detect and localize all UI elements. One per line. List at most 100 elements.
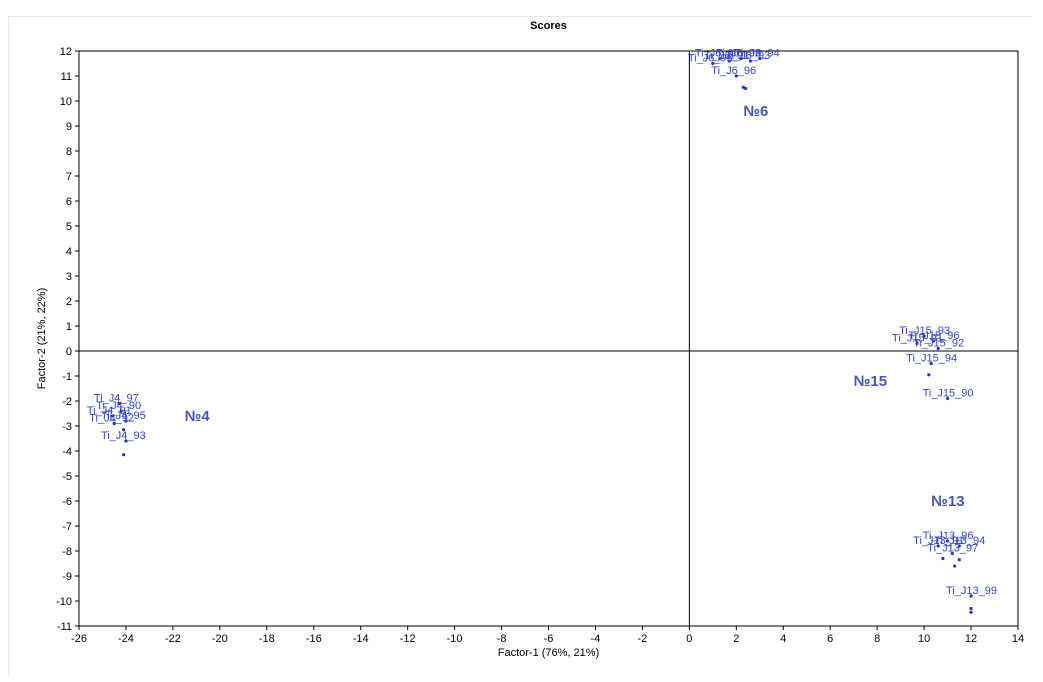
y-tick-label: -4 bbox=[62, 446, 72, 458]
score-point bbox=[119, 409, 123, 413]
point-label: Ti_J4_93 bbox=[101, 430, 146, 442]
x-tick-label: -6 bbox=[544, 633, 554, 645]
score-point bbox=[927, 373, 931, 377]
x-tick-label: -8 bbox=[497, 633, 507, 645]
scores-chart: Scores -26 -24 -22 -20 -18 -16 -14 -12 -10 -8 -6 -4… bbox=[36, 20, 1024, 659]
point-label: Ti_J4_90 bbox=[96, 400, 141, 412]
score-point bbox=[758, 56, 762, 61]
y-tick-label: -1 bbox=[62, 371, 72, 383]
x-tick-label: -12 bbox=[400, 633, 416, 645]
score-point bbox=[122, 428, 126, 432]
x-tick-label: 12 bbox=[965, 633, 977, 645]
point-label: Ti_J4_91 bbox=[87, 405, 132, 417]
y-tick-label: -6 bbox=[62, 496, 72, 508]
point-label: Ti_J6_96 bbox=[711, 65, 756, 77]
score-point bbox=[941, 556, 945, 561]
y-tick-label: 7 bbox=[66, 171, 72, 183]
score-point bbox=[957, 544, 961, 548]
x-axis-title: Factor-1 (76%, 21%) bbox=[498, 647, 599, 659]
chart-title: Scores bbox=[530, 20, 567, 32]
score-point bbox=[945, 396, 950, 401]
score-point bbox=[734, 74, 738, 78]
score-point bbox=[950, 551, 954, 556]
y-tick-label: -8 bbox=[62, 546, 72, 558]
group-label: №13 bbox=[931, 493, 964, 510]
score-point bbox=[969, 610, 973, 614]
x-tick-label: -22 bbox=[165, 633, 181, 645]
x-tick-label: -24 bbox=[118, 633, 134, 645]
point-label: Ti_J4_95 bbox=[101, 410, 146, 422]
score-point bbox=[739, 56, 743, 61]
score-point bbox=[957, 558, 961, 562]
score-point bbox=[110, 414, 114, 418]
y-tick-label: 9 bbox=[66, 121, 72, 133]
group-labels: №6 №15 №4 №13 bbox=[185, 103, 965, 510]
x-tick-label: -10 bbox=[447, 633, 463, 645]
y-tick-label: -9 bbox=[62, 571, 72, 583]
point-label: Ti_J6_94 bbox=[735, 48, 780, 60]
x-tick-label: 4 bbox=[780, 633, 786, 645]
x-tick-label: 2 bbox=[733, 633, 739, 645]
score-point bbox=[727, 59, 731, 63]
axis-ticks: -26 -24 -22 -20 -18 -16 -14 -12 -10 -8 -6 -4 -2 0 2 4 6 8… bbox=[56, 46, 1024, 645]
point-label: Ti_J13_91 bbox=[913, 535, 964, 547]
point-label: Ti_J4_92 bbox=[89, 413, 134, 425]
y-tick-label: -3 bbox=[62, 421, 72, 433]
y-tick-label: 11 bbox=[61, 71, 72, 83]
point-label: Ti_J15_94 bbox=[906, 353, 957, 365]
point-label: Ti_J15_93 bbox=[899, 325, 950, 337]
x-tick-label: 14 bbox=[1012, 633, 1024, 645]
x-tick-label: 8 bbox=[874, 633, 880, 645]
x-tick-label: 10 bbox=[918, 633, 930, 645]
y-tick-label: -5 bbox=[62, 471, 72, 483]
point-label: Ti_J13_96 bbox=[923, 530, 974, 542]
score-point bbox=[915, 341, 919, 346]
score-point bbox=[931, 339, 936, 343]
x-tick-label: 6 bbox=[827, 633, 833, 645]
group-label: №4 bbox=[185, 408, 211, 425]
point-label: Ti_J15_96 bbox=[908, 330, 959, 342]
x-tick-label: -16 bbox=[306, 633, 322, 645]
score-point bbox=[122, 453, 126, 457]
score-point bbox=[748, 59, 752, 63]
group-label: №15 bbox=[854, 373, 887, 390]
score-point bbox=[953, 564, 957, 568]
point-label: Ti_J6_91 bbox=[704, 50, 749, 62]
score-point bbox=[112, 421, 116, 426]
chart-frame: Scores -26 -24 -22 -20 -18 -16 -14 -12 -10 -8 -6 -4… bbox=[8, 16, 1032, 676]
y-tick-label: 3 bbox=[66, 271, 72, 283]
score-point bbox=[936, 346, 940, 351]
point-label: Ti_J6_95 bbox=[688, 53, 733, 65]
score-point bbox=[969, 594, 973, 598]
point-label: Ti_J13_97 bbox=[927, 543, 978, 555]
y-tick-label: 2 bbox=[66, 296, 72, 308]
plot-area-border bbox=[78, 50, 1019, 627]
y-tick-label: -2 bbox=[62, 396, 72, 408]
x-tick-label: -14 bbox=[353, 633, 369, 645]
y-tick-label: 4 bbox=[66, 246, 72, 258]
score-point bbox=[718, 56, 722, 61]
point-label: Ti_J13_99 bbox=[946, 585, 997, 597]
y-axis-title: Factor-2 (21%, 22%) bbox=[36, 288, 48, 389]
y-tick-label: 1 bbox=[66, 321, 72, 333]
x-tick-label: -18 bbox=[259, 633, 275, 645]
data-points: Ti_J6_96Ti_J6_90Ti_J6_91Ti_J6_92Ti_J6_93… bbox=[87, 48, 997, 614]
y-tick-label: -11 bbox=[57, 621, 72, 633]
score-point bbox=[124, 419, 128, 423]
group-label: №6 bbox=[743, 103, 768, 120]
score-point bbox=[741, 85, 745, 89]
score-point bbox=[969, 606, 973, 611]
y-tick-label: 5 bbox=[66, 221, 72, 233]
score-point bbox=[922, 334, 926, 338]
score-point bbox=[945, 539, 950, 543]
x-tick-label: 0 bbox=[686, 633, 692, 645]
point-label: Ti_J15_90 bbox=[923, 388, 974, 400]
x-tick-label: -26 bbox=[71, 633, 87, 645]
point-label: Ti_J6_92 bbox=[716, 48, 761, 60]
point-label: Ti_J15_92 bbox=[913, 338, 964, 350]
x-tick-label: -2 bbox=[638, 633, 648, 645]
score-point bbox=[124, 439, 128, 443]
point-label: Ti_J13_94 bbox=[934, 535, 985, 547]
y-tick-label: 12 bbox=[60, 46, 72, 58]
score-point bbox=[929, 361, 933, 366]
